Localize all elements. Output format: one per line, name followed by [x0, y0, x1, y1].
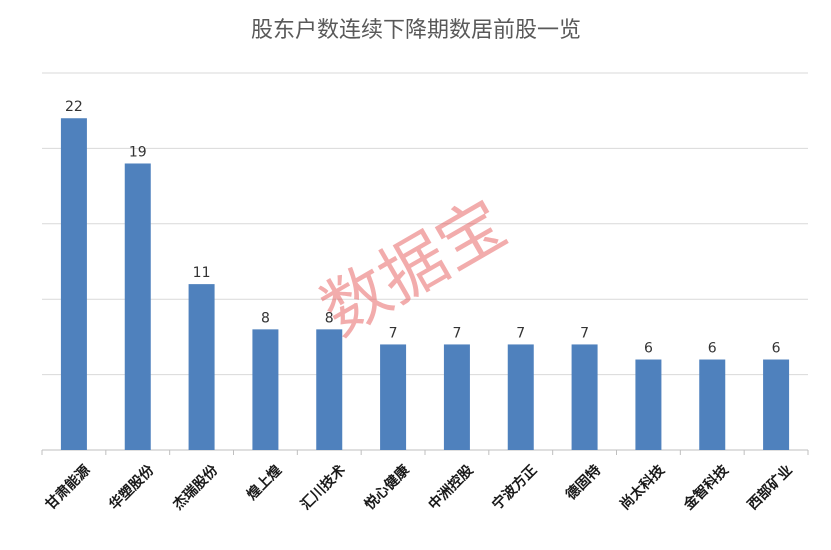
data-label: 8 — [325, 310, 334, 326]
bar — [699, 359, 726, 450]
category-label: 华塑股份 — [106, 461, 158, 513]
category-label: 西部矿业 — [744, 462, 796, 514]
category-label: 甘肃能源 — [42, 462, 94, 514]
data-label: 7 — [580, 325, 589, 341]
bar — [763, 359, 790, 450]
category-label: 中洲控股 — [425, 461, 477, 513]
data-label: 7 — [452, 325, 461, 341]
gridlines — [41, 72, 809, 455]
data-labels: 22 19 11 8 8 7 7 7 7 6 6 6 — [65, 99, 781, 356]
bar — [60, 118, 87, 451]
category-label: 德固特 — [562, 462, 604, 504]
bar — [188, 284, 215, 450]
data-label: 7 — [516, 325, 525, 341]
category-label: 悦心健康 — [361, 461, 413, 513]
data-label: 11 — [193, 265, 211, 281]
data-label: 19 — [129, 144, 147, 160]
category-labels: 甘肃能源 华塑股份 杰瑞股份 煌上煌 汇川技术 悦心健康 中洲控股 宁波方正 德固特 尚太科技 金智… — [42, 461, 796, 514]
bar — [443, 344, 470, 450]
bar — [124, 163, 151, 451]
bar — [635, 359, 662, 450]
data-label: 8 — [261, 310, 270, 326]
data-label: 6 — [644, 341, 653, 357]
bar — [507, 344, 534, 450]
data-label: 6 — [708, 341, 717, 357]
bar — [252, 329, 279, 450]
category-label: 宁波方正 — [489, 462, 541, 514]
data-label: 6 — [772, 341, 781, 357]
bar — [316, 329, 343, 450]
bar — [380, 344, 407, 450]
data-label: 22 — [65, 99, 83, 115]
watermark: 数据宝 — [309, 185, 519, 351]
category-label: 汇川技术 — [297, 462, 349, 514]
category-label: 尚太科技 — [616, 461, 668, 513]
chart-title: 股东户数连续下降期数居前股一览 — [251, 18, 581, 43]
category-label: 金智科技 — [680, 461, 733, 514]
category-label: 杰瑞股份 — [170, 461, 222, 513]
bars — [60, 118, 790, 451]
data-label: 7 — [389, 325, 398, 341]
bar — [571, 344, 598, 450]
category-label: 煌上煌 — [243, 462, 285, 504]
